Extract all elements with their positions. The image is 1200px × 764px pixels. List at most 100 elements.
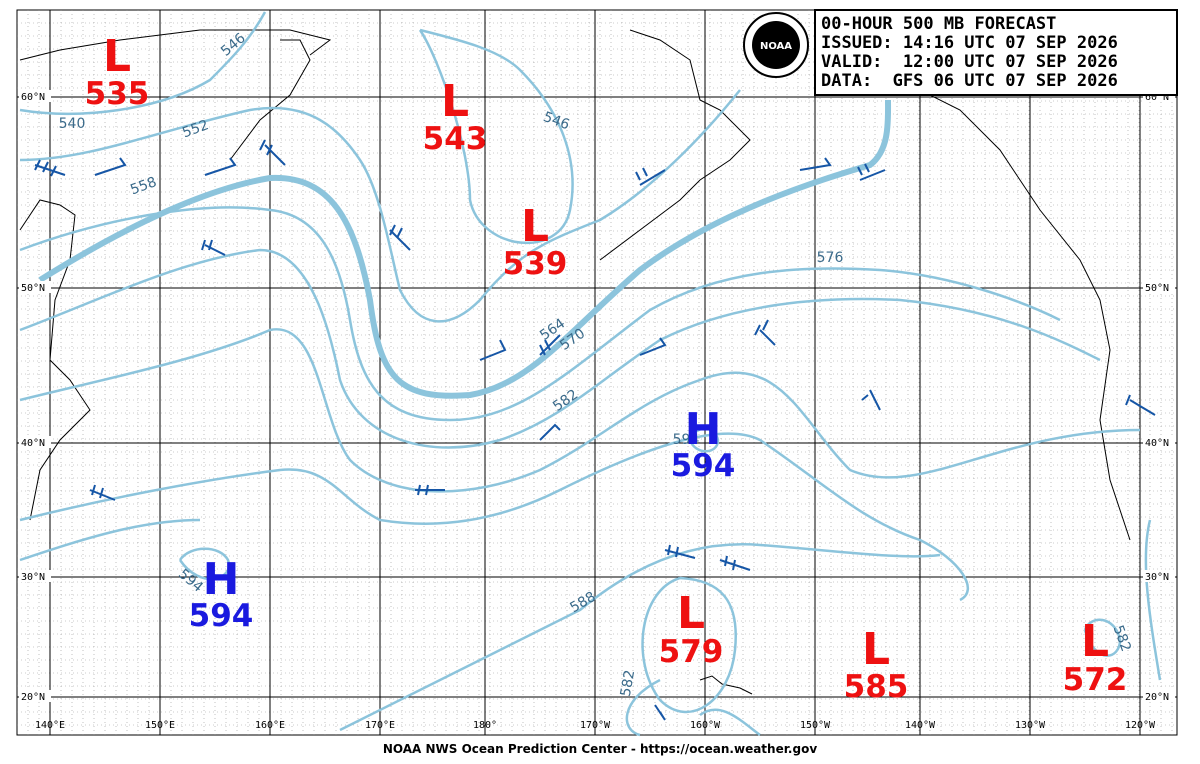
lat-label-bg bbox=[19, 690, 51, 702]
wind-barb bbox=[204, 157, 237, 176]
logo-text: NOAA bbox=[760, 41, 792, 52]
contour bbox=[19, 206, 1061, 422]
coast-kamchatka bbox=[229, 39, 311, 161]
coast-alaska bbox=[599, 29, 751, 261]
wind-barb bbox=[539, 423, 561, 441]
wind-barb bbox=[635, 167, 666, 186]
lat-label-bg bbox=[19, 90, 51, 102]
wind-barb bbox=[799, 157, 832, 171]
center-value: 579 bbox=[659, 634, 724, 670]
lat-label-bg bbox=[19, 570, 51, 582]
contour bbox=[688, 427, 720, 453]
lat-label-bg bbox=[1143, 436, 1175, 448]
lat-label-bg bbox=[1143, 690, 1175, 702]
header-line: DATA: GFS 06 UTC 07 SEP 2026 bbox=[821, 71, 1118, 91]
lon-label: 160°E bbox=[255, 720, 285, 731]
lat-label: 30°N bbox=[21, 572, 45, 583]
coast-asia bbox=[19, 199, 91, 521]
contour bbox=[19, 518, 941, 732]
wind-barb bbox=[34, 159, 66, 177]
lon-label: 130°W bbox=[1015, 720, 1046, 731]
header-line: VALID: 12:00 UTC 07 SEP 2026 bbox=[821, 52, 1118, 72]
jet-contour bbox=[38, 99, 892, 399]
lon-label: 150°E bbox=[145, 720, 175, 731]
wind-barb bbox=[201, 239, 226, 256]
lon-label: 150°W bbox=[800, 720, 831, 731]
wind-barb bbox=[639, 337, 667, 356]
map-frame bbox=[16, 9, 1178, 736]
contour bbox=[19, 328, 1141, 493]
center-letter: L bbox=[441, 76, 469, 127]
grid bbox=[17, 10, 1177, 735]
lat-label: 30°N bbox=[1145, 572, 1169, 583]
lon-label: 120°W bbox=[1125, 720, 1156, 731]
lat-label-bg bbox=[1143, 570, 1175, 582]
center-letter: L bbox=[1081, 616, 1109, 667]
lat-label: 60°N bbox=[1145, 92, 1169, 103]
center-letter: L bbox=[521, 201, 549, 252]
center-value: 539 bbox=[503, 246, 568, 282]
wind-barb bbox=[89, 484, 116, 501]
wind-barbs bbox=[34, 139, 1156, 721]
center-value: 594 bbox=[671, 448, 736, 484]
wind-barb bbox=[479, 339, 507, 361]
lat-label: 20°N bbox=[21, 692, 45, 703]
contour bbox=[19, 11, 267, 115]
logo-disc bbox=[752, 21, 800, 69]
wind-barb bbox=[664, 544, 696, 559]
lat-label: 40°N bbox=[21, 438, 45, 449]
contour-label: 576 bbox=[817, 250, 844, 266]
coast-siberia bbox=[19, 29, 332, 61]
coast-america bbox=[879, 19, 1131, 541]
center-letter: L bbox=[677, 588, 705, 639]
lat-label-bg bbox=[19, 281, 51, 293]
lat-label: 40°N bbox=[1145, 438, 1169, 449]
wind-barb bbox=[94, 157, 127, 176]
contour-label: 594 bbox=[673, 432, 700, 448]
lon-label: 180° bbox=[473, 720, 497, 731]
lat-label-bg bbox=[19, 436, 51, 448]
contour bbox=[19, 432, 970, 602]
wind-barb bbox=[857, 163, 886, 181]
lon-label: 140°E bbox=[35, 720, 65, 731]
center-letter: H bbox=[203, 554, 240, 605]
contour-label: 582 bbox=[618, 669, 638, 698]
lat-label: 50°N bbox=[21, 283, 45, 294]
wind-barb bbox=[539, 334, 561, 356]
contour bbox=[19, 248, 1101, 449]
center-letter: L bbox=[862, 624, 890, 675]
lon-label: 140°W bbox=[905, 720, 936, 731]
center-value: 585 bbox=[844, 669, 909, 705]
contour bbox=[1144, 519, 1162, 681]
center-letter: L bbox=[103, 31, 131, 82]
footer: NOAA NWS Ocean Prediction Center - https… bbox=[383, 742, 817, 756]
lon-label: 160°W bbox=[690, 720, 721, 731]
lat-label-bg bbox=[1143, 281, 1175, 293]
wind-barb bbox=[415, 484, 445, 496]
center-value: 594 bbox=[189, 598, 254, 634]
coast-hawaii bbox=[699, 675, 753, 695]
contours bbox=[19, 11, 1162, 737]
lon-label: 170°E bbox=[365, 720, 395, 731]
contour-label: 540 bbox=[59, 116, 86, 132]
wind-barb bbox=[1125, 394, 1156, 416]
header-panel bbox=[814, 9, 1178, 96]
wind-barb bbox=[259, 139, 286, 166]
contour bbox=[1083, 618, 1122, 657]
wind-barb bbox=[654, 704, 666, 721]
contour bbox=[178, 547, 231, 580]
center-letter: H bbox=[685, 404, 722, 455]
wind-barb bbox=[861, 389, 881, 411]
lat-label: 20°N bbox=[1145, 692, 1169, 703]
contour bbox=[641, 576, 737, 714]
contour bbox=[625, 678, 761, 737]
header-line: ISSUED: 14:16 UTC 07 SEP 2026 bbox=[821, 33, 1118, 53]
center-value: 543 bbox=[423, 121, 488, 157]
lat-label: 50°N bbox=[1145, 283, 1169, 294]
wind-barb bbox=[754, 319, 776, 346]
lon-label: 170°W bbox=[580, 720, 611, 731]
wind-barb bbox=[389, 224, 411, 251]
labels: 140°E 150°E 160°E 170°E 180° 170°W 160°W 150°W 1… bbox=[19, 30, 1175, 731]
